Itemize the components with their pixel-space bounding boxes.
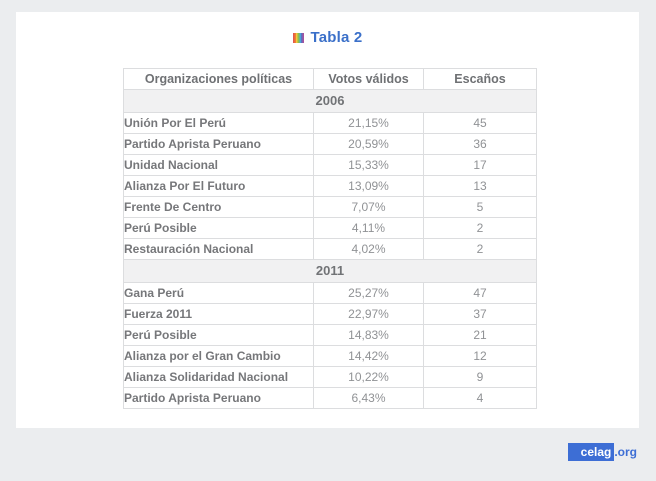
- votes-value: 10,22%: [313, 366, 424, 388]
- party-name: Alianza Por El Futuro: [123, 175, 314, 197]
- color-bars-icon: [292, 33, 304, 43]
- section-year: 2006: [123, 89, 537, 113]
- party-name: Alianza Solidaridad Nacional: [123, 366, 314, 388]
- celag-logo-box: celag: [567, 443, 615, 461]
- seats-value: 36: [423, 133, 537, 155]
- seats-value: 47: [423, 282, 537, 304]
- section-year: 2011: [123, 259, 537, 283]
- column-header-escanos: Escaños: [423, 68, 537, 90]
- party-name: Gana Perú: [123, 282, 314, 304]
- votes-value: 7,07%: [313, 196, 424, 218]
- votes-value: 4,02%: [313, 238, 424, 260]
- seats-value: 9: [423, 366, 537, 388]
- votes-value: 21,15%: [313, 112, 424, 134]
- votes-value: 14,83%: [313, 324, 424, 346]
- seats-value: 45: [423, 112, 537, 134]
- votes-value: 15,33%: [313, 154, 424, 176]
- column-header-votos: Votos válidos: [313, 68, 424, 90]
- votes-value: 25,27%: [313, 282, 424, 304]
- content-card: Tabla 2 Organizaciones políticas Votos v…: [16, 12, 639, 428]
- party-name: Perú Posible: [123, 217, 314, 239]
- seats-value: 13: [423, 175, 537, 197]
- party-name: Frente De Centro: [123, 196, 314, 218]
- party-name: Perú Posible: [123, 324, 314, 346]
- table-row: Partido Aprista Peruano 6,43% 4: [123, 387, 537, 409]
- votes-value: 4,11%: [313, 217, 424, 239]
- seats-value: 5: [423, 196, 537, 218]
- table-row: Frente De Centro 7,07% 5: [123, 196, 537, 218]
- party-name: Restauración Nacional: [123, 238, 314, 260]
- title-text: Tabla 2: [310, 29, 363, 46]
- party-name: Fuerza 2011: [123, 303, 314, 325]
- section-row-2006: 2006: [123, 89, 537, 113]
- column-header-organizaciones: Organizaciones políticas: [123, 68, 314, 90]
- table-row: Unión Por El Perú 21,15% 45: [123, 112, 537, 134]
- table-row: Unidad Nacional 15,33% 17: [123, 154, 537, 176]
- seats-value: 2: [423, 238, 537, 260]
- header-row: Organizaciones políticas Votos válidos E…: [123, 68, 537, 90]
- seats-value: 17: [423, 154, 537, 176]
- table-row: Fuerza 2011 22,97% 37: [123, 303, 537, 325]
- table-row: Alianza por el Gran Cambio 14,42% 12: [123, 345, 537, 367]
- party-name: Alianza por el Gran Cambio: [123, 345, 314, 367]
- table-row: Partido Aprista Peruano 20,59% 36: [123, 133, 537, 155]
- party-name: Partido Aprista Peruano: [123, 387, 314, 409]
- votes-value: 14,42%: [313, 345, 424, 367]
- celag-logo-suffix: .org: [614, 445, 637, 459]
- seats-value: 12: [423, 345, 537, 367]
- seats-value: 4: [423, 387, 537, 409]
- party-name: Partido Aprista Peruano: [123, 133, 314, 155]
- table-row: Restauración Nacional 4,02% 2: [123, 238, 537, 260]
- section-row-2011: 2011: [123, 259, 537, 283]
- party-name: Unión Por El Perú: [123, 112, 314, 134]
- table-title: Tabla 2: [16, 29, 639, 47]
- table-row: Perú Posible 14,83% 21: [123, 324, 537, 346]
- celag-logo: celag .org: [567, 443, 637, 461]
- seats-value: 2: [423, 217, 537, 239]
- table-row: Alianza Solidaridad Nacional 10,22% 9: [123, 366, 537, 388]
- votes-value: 20,59%: [313, 133, 424, 155]
- votes-value: 6,43%: [313, 387, 424, 409]
- table-row: Gana Perú 25,27% 47: [123, 282, 537, 304]
- seats-value: 37: [423, 303, 537, 325]
- table-row: Perú Posible 4,11% 2: [123, 217, 537, 239]
- table-row: Alianza Por El Futuro 13,09% 13: [123, 175, 537, 197]
- party-name: Unidad Nacional: [123, 154, 314, 176]
- seats-value: 21: [423, 324, 537, 346]
- votes-value: 22,97%: [313, 303, 424, 325]
- results-table: Organizaciones políticas Votos válidos E…: [123, 68, 537, 409]
- votes-value: 13,09%: [313, 175, 424, 197]
